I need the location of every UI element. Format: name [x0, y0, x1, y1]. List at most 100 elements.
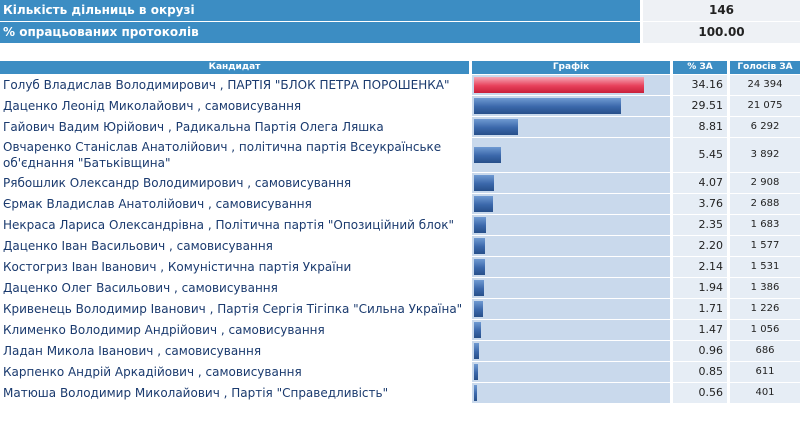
table-row: Матюша Володимир Миколайович , Партія "С…: [0, 383, 800, 403]
candidate-name: Даценко Олег Васильович , самовисування: [3, 281, 278, 295]
candidate-cell: Даценко Леонід Миколайович , самовисуван…: [0, 96, 469, 116]
table-row: Рябошлик Олександр Володимирович , самов…: [0, 173, 800, 193]
candidate-name: Овчаренко Станіслав Анатолійович , політ…: [3, 140, 442, 170]
header-votes[interactable]: Голосів ЗА: [730, 61, 800, 74]
pct-cell: 2.20: [673, 236, 727, 256]
candidate-cell: Кривенець Володимир Іванович , Партія Се…: [0, 299, 469, 319]
graph-cell: [472, 173, 670, 193]
table-row: Костогриз Іван Іванович , Комуністична п…: [0, 257, 800, 277]
candidate-name: Ладан Микола Іванович , самовисування: [3, 344, 262, 358]
graph-cell: [472, 257, 670, 277]
graph-cell: [472, 278, 670, 298]
vote-bar: [474, 280, 484, 296]
candidate-cell: Гайович Вадим Юрійович , Радикальна Парт…: [0, 117, 469, 137]
pct-cell: 1.47: [673, 320, 727, 340]
pct-cell: 34.16: [673, 75, 727, 95]
candidate-cell: Рябошлик Олександр Володимирович , самов…: [0, 173, 469, 193]
candidate-name: Некраса Лариса Олександрівна , Політична…: [3, 218, 454, 232]
pct-cell: 1.94: [673, 278, 727, 298]
votes-cell: 1 531: [730, 257, 800, 277]
pct-cell: 8.81: [673, 117, 727, 137]
vote-bar: [474, 119, 518, 135]
graph-cell: [472, 138, 670, 172]
candidate-name: Карпенко Андрій Аркадійович , самовисува…: [3, 365, 302, 379]
votes-cell: 3 892: [730, 138, 800, 172]
pct-cell: 0.56: [673, 383, 727, 403]
candidate-name: Єрмак Владислав Анатолійович , самовисув…: [3, 197, 312, 211]
candidate-name: Рябошлик Олександр Володимирович , самов…: [3, 176, 352, 190]
pct-cell: 2.14: [673, 257, 727, 277]
candidate-cell: Матюша Володимир Миколайович , Партія "С…: [0, 383, 469, 403]
votes-cell: 1 226: [730, 299, 800, 319]
pct-cell: 2.35: [673, 215, 727, 235]
vote-bar: [474, 301, 483, 317]
protocols-row: % опрацьованих протоколів 100.00: [0, 22, 800, 43]
table-row: Даценко Олег Васильович , самовисування 1…: [0, 278, 800, 298]
table-row: Даценко Леонід Миколайович , самовисуван…: [0, 96, 800, 116]
votes-cell: 24 394: [730, 75, 800, 95]
districts-label: Кількість дільниць в окрузі: [0, 0, 640, 21]
votes-cell: 1 683: [730, 215, 800, 235]
candidate-cell: Карпенко Андрій Аркадійович , самовисува…: [0, 362, 469, 382]
graph-cell: [472, 96, 670, 116]
vote-bar: [474, 238, 485, 254]
votes-cell: 401: [730, 383, 800, 403]
vote-bar: [474, 98, 621, 114]
candidate-cell: Даценко Олег Васильович , самовисування: [0, 278, 469, 298]
table-row: Кривенець Володимир Іванович , Партія Се…: [0, 299, 800, 319]
vote-bar: [474, 322, 481, 338]
graph-cell: [472, 215, 670, 235]
pct-cell: 29.51: [673, 96, 727, 116]
table-row: Ладан Микола Іванович , самовисування 0.9…: [0, 341, 800, 361]
graph-cell: [472, 75, 670, 95]
graph-cell: [472, 320, 670, 340]
districts-row: Кількість дільниць в окрузі 146: [0, 0, 800, 21]
header-graph[interactable]: Графік: [472, 61, 670, 74]
votes-cell: 611: [730, 362, 800, 382]
candidate-name: Матюша Володимир Миколайович , Партія "С…: [3, 386, 389, 400]
pct-cell: 0.85: [673, 362, 727, 382]
table-row: Овчаренко Станіслав Анатолійович , політ…: [0, 138, 800, 172]
protocols-label: % опрацьованих протоколів: [0, 22, 640, 43]
votes-cell: 686: [730, 341, 800, 361]
vote-bar: [474, 147, 501, 163]
votes-cell: 6 292: [730, 117, 800, 137]
vote-bar: [474, 343, 479, 359]
vote-bar: [474, 196, 493, 212]
votes-cell: 2 688: [730, 194, 800, 214]
votes-cell: 1 577: [730, 236, 800, 256]
graph-cell: [472, 383, 670, 403]
pct-cell: 0.96: [673, 341, 727, 361]
pct-cell: 5.45: [673, 138, 727, 172]
table-row: Гайович Вадим Юрійович , Радикальна Парт…: [0, 117, 800, 137]
candidate-cell: Даценко Іван Васильович , самовисування: [0, 236, 469, 256]
districts-value: 146: [643, 0, 800, 21]
table-row: Карпенко Андрій Аркадійович , самовисува…: [0, 362, 800, 382]
candidate-name: Голуб Владислав Володимирович , ПАРТІЯ "…: [3, 78, 450, 92]
candidate-cell: Овчаренко Станіслав Анатолійович , політ…: [0, 138, 469, 172]
votes-cell: 1 056: [730, 320, 800, 340]
vote-bar: [474, 175, 494, 191]
graph-cell: [472, 299, 670, 319]
candidate-cell: Єрмак Владислав Анатолійович , самовисув…: [0, 194, 469, 214]
candidate-name: Кривенець Володимир Іванович , Партія Се…: [3, 302, 463, 316]
candidate-name: Клименко Володимир Андрійович , самовису…: [3, 323, 325, 337]
table-row: Голуб Владислав Володимирович , ПАРТІЯ "…: [0, 75, 800, 95]
graph-cell: [472, 341, 670, 361]
candidate-name: Костогриз Іван Іванович , Комуністична п…: [3, 260, 352, 274]
vote-bar: [474, 259, 485, 275]
table-row: Єрмак Владислав Анатолійович , самовисув…: [0, 194, 800, 214]
pct-cell: 1.71: [673, 299, 727, 319]
candidate-cell: Некраса Лариса Олександрівна , Політична…: [0, 215, 469, 235]
candidate-cell: Ладан Микола Іванович , самовисування: [0, 341, 469, 361]
vote-bar: [474, 77, 644, 93]
votes-cell: 1 386: [730, 278, 800, 298]
pct-cell: 3.76: [673, 194, 727, 214]
graph-cell: [472, 117, 670, 137]
candidate-cell: Клименко Володимир Андрійович , самовису…: [0, 320, 469, 340]
protocols-value: 100.00: [643, 22, 800, 43]
graph-cell: [472, 194, 670, 214]
vote-bar: [474, 217, 486, 233]
header-candidate[interactable]: Кандидат: [0, 61, 469, 74]
header-pct[interactable]: % ЗА: [673, 61, 727, 74]
